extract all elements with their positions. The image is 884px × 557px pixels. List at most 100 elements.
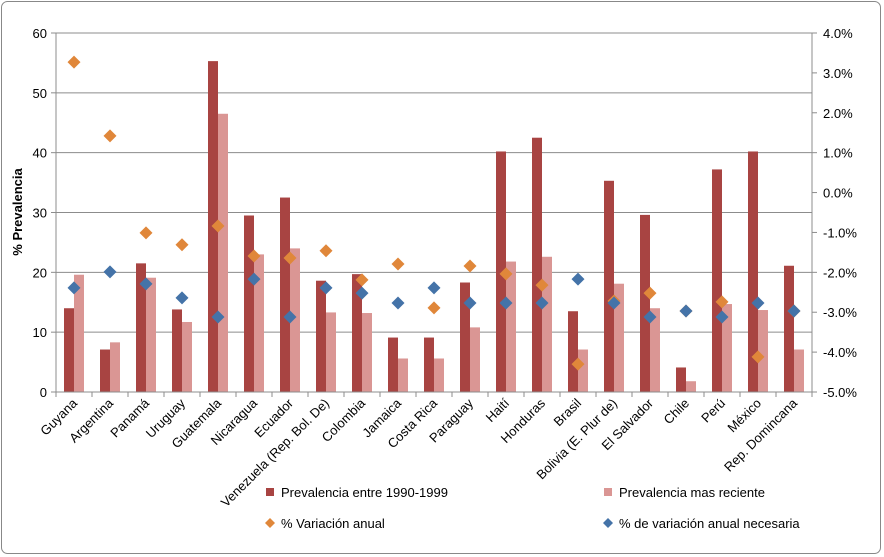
bar-reciente — [326, 312, 336, 392]
point-variacion-anual — [211, 219, 225, 233]
bar-reciente — [146, 277, 156, 392]
y2-tick-label: 4.0% — [823, 26, 853, 41]
point-variacion-necesaria — [427, 281, 441, 295]
bar-1990-1999 — [460, 282, 470, 392]
point-variacion-anual — [103, 129, 117, 143]
legend-label: % de variación anual necesaria — [619, 516, 800, 531]
bar-reciente — [470, 327, 480, 392]
y-tick-label: 0 — [40, 385, 47, 400]
point-variacion-anual — [67, 55, 81, 69]
y2-tick-label: -1.0% — [823, 225, 857, 240]
point-variacion-necesaria — [103, 265, 117, 279]
point-variacion-necesaria — [139, 277, 153, 291]
bar-1990-1999 — [496, 151, 506, 392]
point-variacion-necesaria — [391, 296, 405, 310]
y2-tick-label: 2.0% — [823, 106, 853, 121]
point-variacion-necesaria — [247, 272, 261, 286]
point-variacion-anual — [715, 295, 729, 309]
point-variacion-anual — [319, 244, 333, 258]
bar-1990-1999 — [316, 280, 326, 392]
bar-reciente — [182, 321, 192, 392]
bar-1990-1999 — [64, 308, 74, 392]
point-variacion-anual — [535, 278, 549, 292]
bar-1990-1999 — [640, 214, 650, 392]
legend-label: Prevalencia mas reciente — [619, 485, 765, 500]
bar-1990-1999 — [676, 367, 686, 392]
bar-1990-1999 — [352, 274, 362, 392]
point-variacion-anual — [751, 350, 765, 364]
point-variacion-anual — [391, 257, 405, 271]
bar-1990-1999 — [172, 309, 182, 392]
point-variacion-anual — [355, 273, 369, 287]
bar-reciente — [794, 349, 804, 392]
bar-reciente — [722, 304, 732, 392]
point-variacion-necesaria — [751, 296, 765, 310]
y2-tick-label: -2.0% — [823, 265, 857, 280]
point-variacion-necesaria — [319, 281, 333, 295]
point-variacion-anual — [247, 249, 261, 263]
point-variacion-necesaria — [607, 296, 621, 310]
bar-reciente — [434, 358, 444, 392]
point-variacion-anual — [571, 357, 585, 371]
bar-reciente — [542, 256, 552, 392]
point-variacion-necesaria — [499, 296, 513, 310]
y2-tick-label: 1.0% — [823, 146, 853, 161]
bar-reciente — [398, 358, 408, 392]
y-tick-label: 50 — [33, 86, 47, 101]
y2-tick-label: 0.0% — [823, 186, 853, 201]
point-variacion-anual — [463, 259, 477, 273]
y-tick-label: 60 — [33, 26, 47, 41]
bar-1990-1999 — [712, 169, 722, 392]
bar-1990-1999 — [604, 180, 614, 392]
legend-swatch — [604, 488, 612, 496]
legend-marker — [265, 518, 275, 528]
bar-reciente — [110, 342, 120, 392]
point-variacion-necesaria — [535, 296, 549, 310]
y2-tick-label: 3.0% — [823, 66, 853, 81]
point-variacion-necesaria — [571, 272, 585, 286]
point-variacion-necesaria — [715, 310, 729, 324]
y2-tick-label: -5.0% — [823, 385, 857, 400]
legend-swatch — [266, 488, 274, 496]
bar-reciente — [290, 248, 300, 392]
bar-reciente — [614, 283, 624, 392]
point-variacion-necesaria — [355, 286, 369, 300]
bar-reciente — [686, 381, 696, 392]
point-variacion-necesaria — [283, 310, 297, 324]
y-tick-label: 20 — [33, 265, 47, 280]
bar-1990-1999 — [136, 263, 146, 392]
y-axis-label: % Prevalencia — [10, 168, 25, 256]
y-tick-label: 40 — [33, 146, 47, 161]
bar-1990-1999 — [532, 137, 542, 392]
point-variacion-necesaria — [463, 296, 477, 310]
point-variacion-anual — [643, 286, 657, 300]
point-variacion-necesaria — [679, 304, 693, 318]
legend-label: Prevalencia entre 1990-1999 — [281, 485, 448, 500]
bar-reciente — [650, 308, 660, 392]
point-variacion-anual — [175, 238, 189, 252]
legend-label: % Variación anual — [281, 516, 385, 531]
point-variacion-necesaria — [787, 304, 801, 318]
bar-1990-1999 — [424, 337, 434, 392]
point-variacion-necesaria — [67, 281, 81, 295]
bar-1990-1999 — [100, 349, 110, 392]
point-variacion-necesaria — [175, 291, 189, 305]
bar-reciente — [74, 274, 84, 392]
y-tick-label: 10 — [33, 325, 47, 340]
bar-1990-1999 — [784, 265, 794, 392]
bar-reciente — [758, 310, 768, 392]
bar-1990-1999 — [244, 215, 254, 392]
point-variacion-anual — [427, 301, 441, 315]
bar-reciente — [218, 113, 228, 393]
point-variacion-necesaria — [643, 310, 657, 324]
bar-reciente — [362, 313, 372, 392]
y-tick-label: 30 — [33, 206, 47, 221]
bar-reciente — [578, 349, 588, 392]
point-variacion-anual — [283, 251, 297, 265]
legend-marker — [603, 518, 613, 528]
y2-tick-label: -4.0% — [823, 345, 857, 360]
bar-1990-1999 — [748, 151, 758, 392]
bar-1990-1999 — [568, 311, 578, 392]
